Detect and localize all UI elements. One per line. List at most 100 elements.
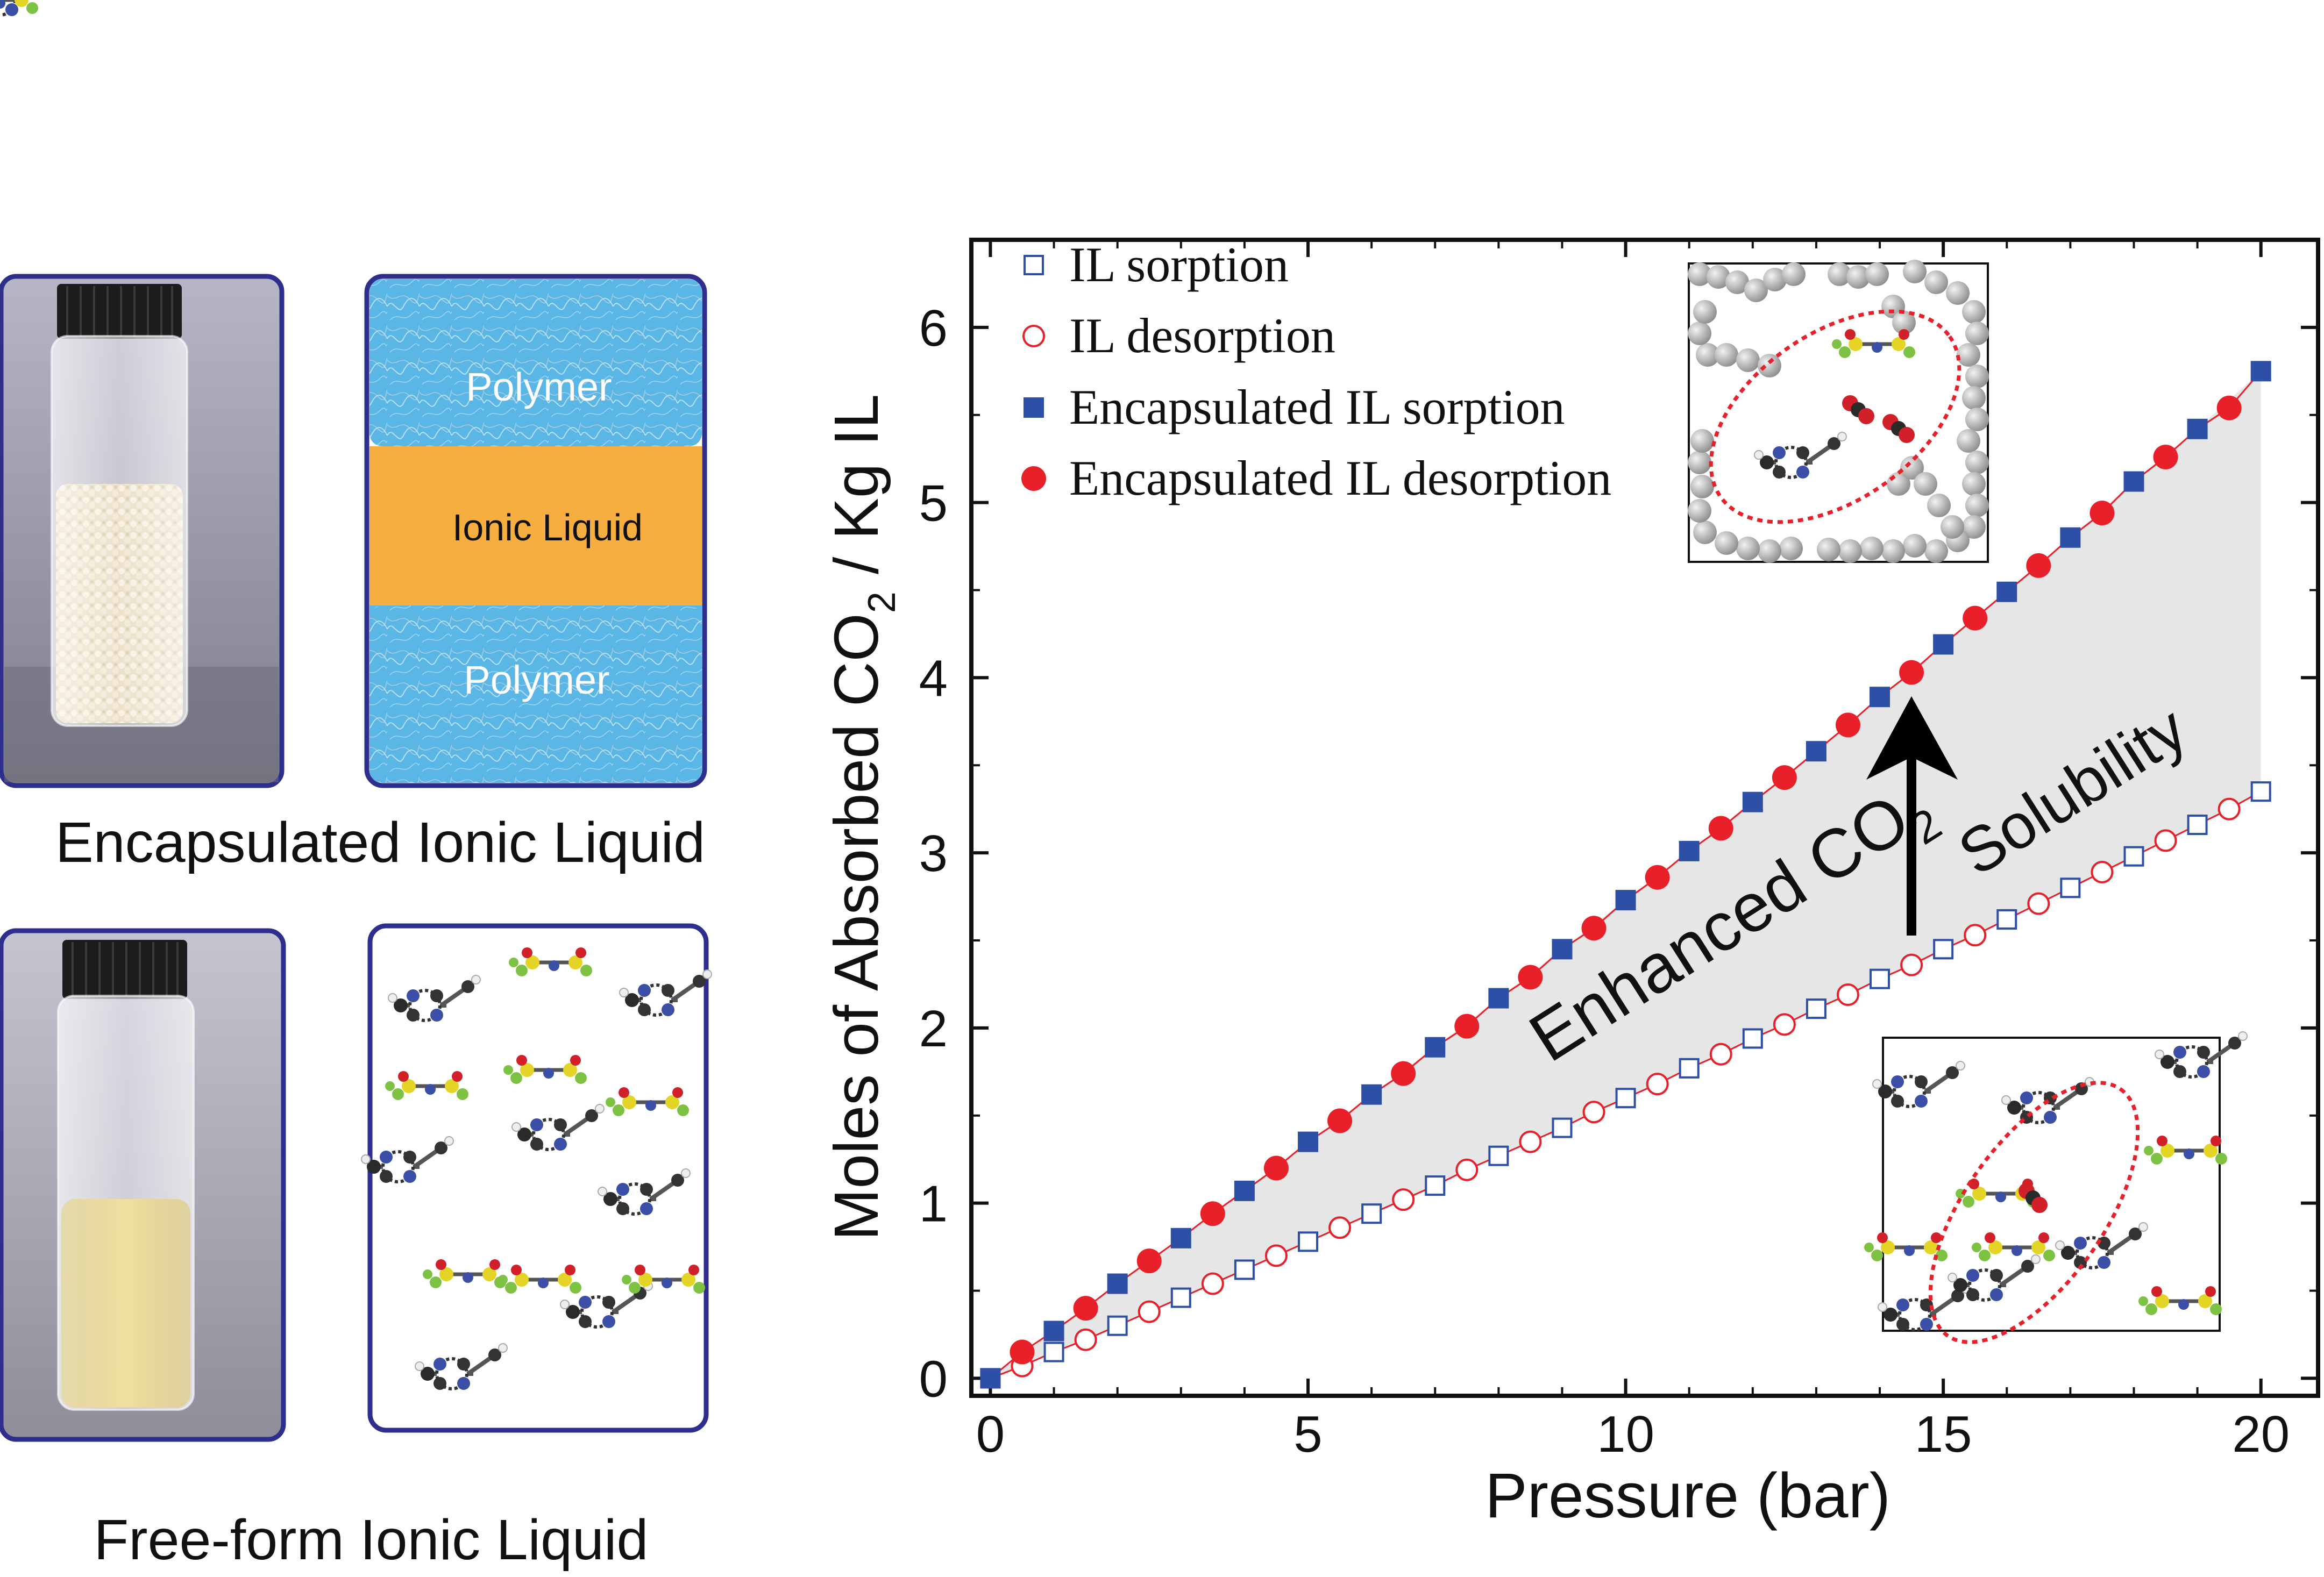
legend-encapsulated-desorption-label: Encapsulated IL desorption <box>1069 451 1611 505</box>
encapsulated-sorption-point <box>1107 1273 1128 1294</box>
encapsulated-sorption-point <box>1615 890 1636 911</box>
encapsulated-schematic: Polymer Ionic Liquid Polymer <box>364 274 707 788</box>
y-axis-label-main: Moles of Absorbed CO <box>821 613 891 1240</box>
il-desorption-point <box>1836 983 1859 1007</box>
legend-il-desorption-label: IL desorption <box>1069 308 1335 363</box>
il-desorption-point <box>1264 1244 1288 1267</box>
il-desorption-point <box>1582 1101 1605 1124</box>
legend: IL sorption IL desorption Encapsulated IL … <box>1021 237 1611 505</box>
encapsulated-desorption-point <box>1835 712 1860 738</box>
y-tick-label: 0 <box>919 1350 948 1408</box>
schematic-top-label: Polymer <box>466 365 612 409</box>
il-sorption-point <box>1996 909 2017 930</box>
encapsulated-desorption-point <box>2090 501 2115 526</box>
encapsulated-sorption-point <box>1361 1084 1382 1105</box>
encapsulated-desorption-point <box>1772 765 1797 790</box>
il-sorption-point <box>1234 1259 1255 1280</box>
il-sorption-point <box>1870 968 1891 989</box>
il-desorption-point <box>1964 924 1987 947</box>
anion-molecule-icon <box>0 0 38 14</box>
encapsulated-sorption-point <box>2060 527 2081 548</box>
data-markers <box>980 361 2271 1389</box>
il-sorption-point <box>2187 815 2208 836</box>
il-sorption-point <box>1552 1117 1573 1138</box>
encapsulated-desorption-point <box>1010 1339 1035 1365</box>
y-tick-label: 2 <box>919 1000 948 1058</box>
encapsulated-desorption-point <box>1518 965 1543 990</box>
y-tick-label: 4 <box>919 650 948 707</box>
il-desorption-point <box>2091 860 2114 883</box>
il-sorption-point <box>1043 1341 1064 1362</box>
x-tick-label: 20 <box>2232 1405 2290 1463</box>
y-tick-label: 3 <box>919 825 948 882</box>
encapsulated-sorption-point <box>1742 791 1763 812</box>
il-desorption-point <box>1709 1043 1732 1066</box>
encapsulated-sorption-point <box>1552 939 1573 960</box>
encapsulated-desorption-point <box>1391 1061 1416 1086</box>
encapsulated-sorption-point <box>1298 1131 1318 1152</box>
freeform-molecules <box>0 0 712 1433</box>
encapsulated-desorption-point <box>1073 1296 1098 1321</box>
encapsulated-sorption-point <box>1679 840 1700 861</box>
il-sorption-point <box>1806 998 1826 1019</box>
encapsulated-desorption-point <box>1899 660 1924 685</box>
y-tick-label: 1 <box>919 1175 948 1233</box>
x-tick-label: 15 <box>1915 1405 1972 1463</box>
encapsulated-sorption-point <box>1933 634 1954 655</box>
encapsulated-desorption-point <box>1963 605 1988 631</box>
il-sorption-point <box>2250 781 2271 802</box>
encapsulated-sorption-point <box>1870 687 1891 708</box>
legend-encapsulated-desorption-marker <box>1021 466 1046 491</box>
encapsulated-sorption-point <box>1425 1037 1446 1058</box>
il-sorption-point <box>2060 877 2081 898</box>
encapsulated-caption: Encapsulated Ionic Liquid <box>55 811 705 874</box>
encapsulated-sorption-point <box>2187 418 2208 439</box>
schematic-bottom-label: Polymer <box>464 658 609 702</box>
x-tick-label: 5 <box>1294 1405 1322 1463</box>
il-desorption-point <box>1519 1130 1542 1153</box>
x-axis-label: Pressure (bar) <box>1485 1460 1891 1531</box>
il-sorption-point <box>1615 1088 1636 1109</box>
y-axis-label: Moles of Absorbed CO2 / Kg IL <box>821 394 904 1241</box>
legend-il-sorption-marker <box>1024 255 1044 275</box>
il-sorption-point <box>1298 1231 1318 1252</box>
x-tick-label: 10 <box>1597 1405 1654 1463</box>
schematic-mid-label: Ionic Liquid <box>452 506 643 548</box>
co2-molecule-icon <box>1842 395 1915 443</box>
il-desorption-point <box>1773 1013 1796 1036</box>
il-sorption-point <box>1170 1287 1191 1308</box>
il-desorption-point <box>1074 1328 1097 1351</box>
encapsulated-sorption-point <box>1234 1180 1255 1201</box>
encapsulated-desorption-point <box>1645 865 1670 890</box>
encapsulated-desorption-point <box>1581 916 1607 941</box>
encapsulated-desorption-point <box>2026 553 2051 578</box>
il-desorption-point <box>1392 1188 1415 1211</box>
encapsulated-desorption-point <box>1136 1248 1162 1274</box>
enhancement-band <box>990 371 2261 1379</box>
il-desorption-point <box>1455 1158 1479 1181</box>
co2-molecule-icon <box>2019 1183 2048 1213</box>
encapsulated-sorption-point <box>980 1368 1001 1389</box>
il-sorption-point <box>1361 1203 1382 1224</box>
encapsulated-desorption-point <box>1454 1014 1480 1039</box>
legend-encapsulated-sorption-label: Encapsulated IL sorption <box>1069 380 1565 434</box>
y-axis-label-sub: 2 <box>861 591 904 613</box>
encapsulated-vial-photo <box>0 274 285 788</box>
il-sorption-point <box>1488 1145 1509 1166</box>
y-tick-label: 6 <box>919 299 948 357</box>
il-desorption-point <box>1328 1216 1352 1239</box>
il-sorption-point <box>1742 1028 1763 1049</box>
encapsulated-sorption-point <box>1806 741 1826 762</box>
encapsulated-sorption-point <box>1996 581 2017 602</box>
il-sorption-point <box>1107 1315 1128 1336</box>
axis-ticks: 0 5 10 15 20 0 1 2 3 4 5 6 <box>919 240 2318 1463</box>
y-tick-label: 5 <box>919 475 948 532</box>
encapsulated-desorption-point <box>1708 816 1733 841</box>
il-desorption-point <box>1900 953 1923 976</box>
encapsulated-desorption-point <box>1263 1155 1289 1181</box>
inset-freeform-snapshot <box>1864 1032 2247 1344</box>
il-sorption-point <box>1933 939 1954 960</box>
encapsulated-sorption-point <box>1170 1228 1191 1248</box>
il-desorption-point <box>1201 1272 1224 1295</box>
